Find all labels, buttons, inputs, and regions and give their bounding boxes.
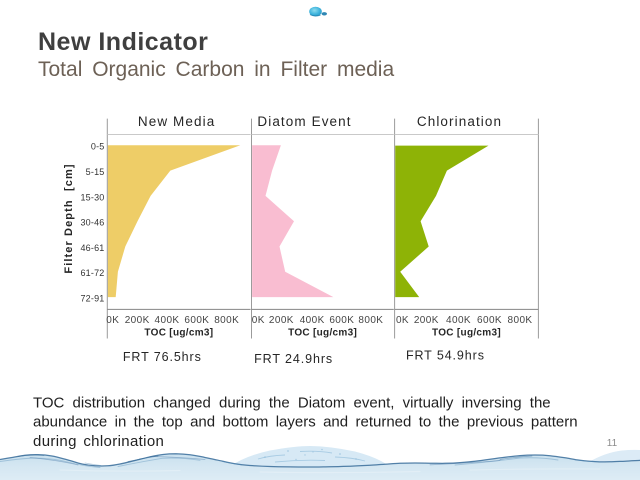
svg-text:400K: 400K [155, 315, 180, 326]
svg-text:FRT 54.9hrs: FRT 54.9hrs [406, 349, 485, 363]
svg-text:0-5: 0-5 [91, 142, 105, 152]
svg-text:New Media: New Media [138, 114, 215, 129]
svg-text:400K: 400K [446, 315, 471, 326]
svg-text:200K: 200K [125, 315, 150, 326]
svg-text:11: 11 [607, 438, 618, 449]
svg-text:72-91: 72-91 [80, 294, 104, 304]
svg-text:FRT 76.5hrs: FRT 76.5hrs [123, 350, 202, 364]
svg-text:FRT 24.9hrs: FRT 24.9hrs [254, 352, 333, 366]
svg-text:New Indicator: New Indicator [38, 28, 208, 56]
svg-text:600K: 600K [477, 315, 502, 326]
svg-text:400K: 400K [300, 315, 325, 326]
svg-text:5-15: 5-15 [86, 167, 105, 177]
svg-text:abundance in the top and botto: abundance in the top and bottom layers a… [33, 414, 578, 431]
svg-text:0K: 0K [252, 315, 265, 326]
svg-text:15-30: 15-30 [80, 192, 104, 202]
svg-text:61-72: 61-72 [80, 268, 104, 278]
svg-text:Diatom Event: Diatom Event [257, 114, 351, 129]
svg-text:200K: 200K [269, 315, 294, 326]
svg-text:800K: 800K [358, 315, 383, 326]
svg-text:0K: 0K [106, 315, 119, 326]
svg-text:30-46: 30-46 [80, 218, 104, 228]
svg-text:Filter Depth [cm]: Filter Depth [cm] [63, 163, 75, 273]
svg-text:during chlorination: during chlorination [33, 433, 164, 450]
svg-text:600K: 600K [184, 315, 209, 326]
svg-text:46-61: 46-61 [80, 243, 104, 253]
svg-text:200K: 200K [414, 315, 439, 326]
svg-text:800K: 800K [214, 315, 239, 326]
svg-text:TOC [ug/cm3]: TOC [ug/cm3] [144, 328, 213, 339]
svg-text:600K: 600K [329, 315, 354, 326]
svg-text:TOC distribution changed durin: TOC distribution changed during the Diat… [33, 394, 551, 411]
svg-text:Total Organic Carbon in Filter: Total Organic Carbon in Filter media [38, 58, 394, 81]
svg-text:800K: 800K [508, 315, 533, 326]
svg-text:Chlorination: Chlorination [417, 114, 502, 129]
svg-text:TOC [ug/cm3]: TOC [ug/cm3] [288, 328, 357, 339]
svg-text:TOC [ug/cm3]: TOC [ug/cm3] [432, 328, 501, 339]
svg-text:0K: 0K [396, 315, 409, 326]
